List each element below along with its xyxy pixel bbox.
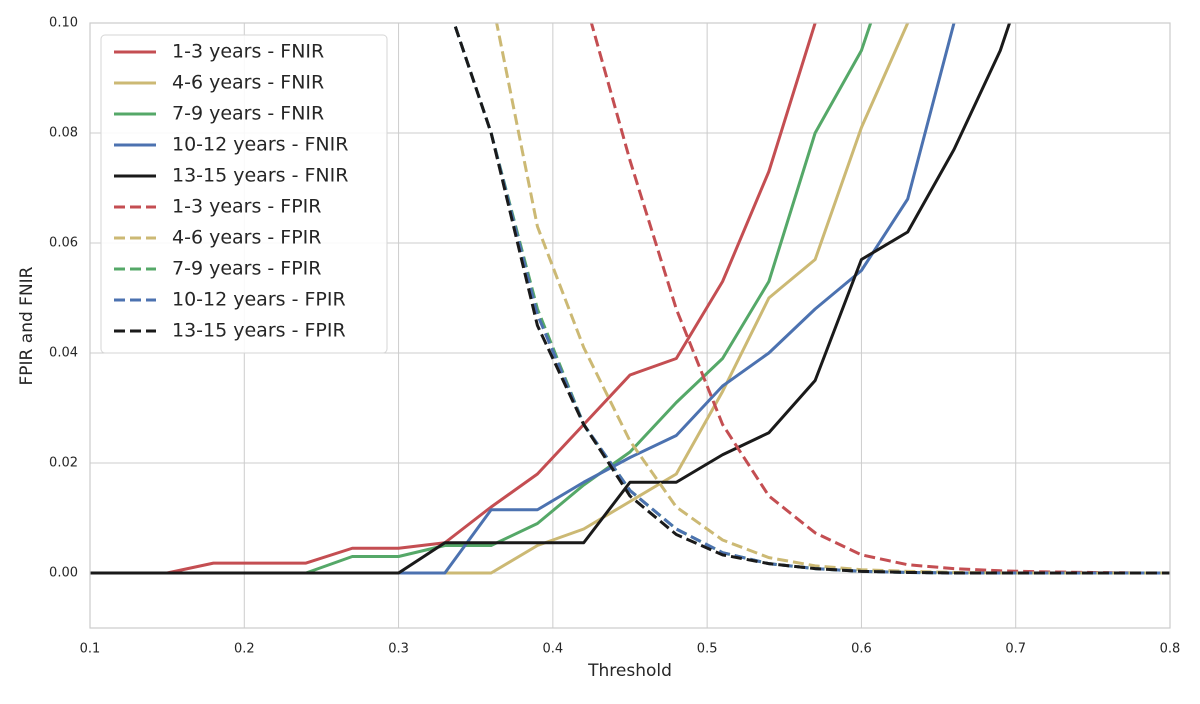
x-tick-label: 0.6 <box>851 642 872 657</box>
x-tick-label: 0.1 <box>80 642 101 657</box>
series-line <box>90 23 817 575</box>
legend-label: 1-3 years - FNIR <box>172 41 324 63</box>
legend-label: 13-15 years - FPIR <box>172 320 346 342</box>
legend-label: 13-15 years - FNIR <box>172 165 348 187</box>
x-tick-label: 0.5 <box>697 642 718 657</box>
legend-label: 1-3 years - FPIR <box>172 196 322 218</box>
y-tick-label: 0.06 <box>49 236 78 251</box>
legend-label: 10-12 years - FNIR <box>172 134 348 156</box>
x-tick-label: 0.7 <box>1005 642 1026 657</box>
y-tick-label: 0.02 <box>49 456 78 471</box>
x-tick-label: 0.8 <box>1160 642 1181 657</box>
x-tick-label: 0.2 <box>234 642 255 657</box>
legend-label: 4-6 years - FNIR <box>172 72 324 94</box>
y-axis-label: FPIR and FNIR <box>17 266 37 385</box>
y-tick-label: 0.10 <box>49 16 78 31</box>
series-line <box>452 23 1170 575</box>
legend-label: 10-12 years - FPIR <box>172 289 346 311</box>
y-tick-label: 0.00 <box>49 566 78 581</box>
legend-label: 7-9 years - FPIR <box>172 258 322 280</box>
x-tick-label: 0.4 <box>543 642 564 657</box>
y-tick-label: 0.08 <box>49 126 78 141</box>
y-tick-label: 0.04 <box>49 346 78 361</box>
series-line <box>452 23 1170 575</box>
legend-box <box>100 34 388 354</box>
series-line <box>90 23 1012 575</box>
legend-label: 7-9 years - FNIR <box>172 103 324 125</box>
legend-label: 4-6 years - FPIR <box>172 227 322 249</box>
plot-frame <box>89 22 1171 629</box>
series-line <box>589 23 1170 575</box>
x-tick-label: 0.3 <box>388 642 409 657</box>
x-axis-label: Threshold <box>587 661 672 681</box>
